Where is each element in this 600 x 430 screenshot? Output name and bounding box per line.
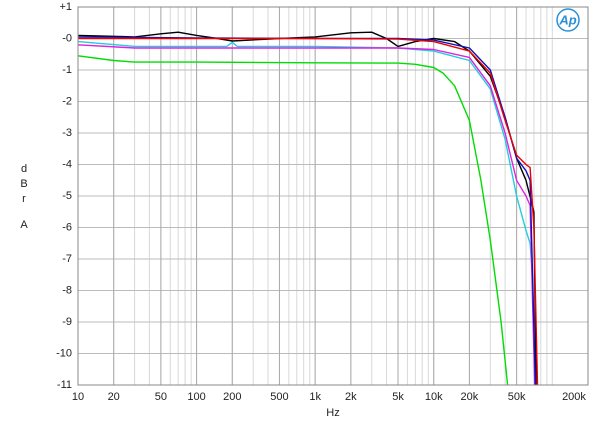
series-line [78, 40, 537, 385]
x-tick-label: 50k [508, 391, 526, 403]
x-tick-label: 20 [108, 391, 120, 403]
logo-ring [556, 8, 580, 32]
x-tick-label: 5k [392, 391, 404, 403]
series-line [78, 55, 509, 385]
x-tick-label: 1k [309, 391, 321, 403]
y-tick-label: -3 [62, 127, 72, 139]
x-tick-label: 10k [425, 391, 443, 403]
series-line [78, 31, 537, 385]
y-tick-label: -6 [62, 221, 72, 233]
y-tick-label: -11 [57, 379, 72, 391]
y-tick-label: -2 [62, 95, 72, 107]
y-tick-label: +1 [59, 1, 72, 13]
x-tick-label: 200k [562, 391, 586, 403]
x-tick-label: 10 [72, 391, 84, 403]
x-tick-label: 100 [187, 391, 205, 403]
logo: Ap [558, 12, 576, 27]
x-tick-label: 50 [155, 391, 167, 403]
series-line [78, 36, 537, 385]
y-tick-label: -7 [62, 253, 72, 265]
x-axis-label: Hz [326, 407, 339, 419]
y-tick-label: -5 [62, 190, 72, 202]
y-tick-label: -1 [62, 64, 72, 76]
x-tick-label: 2k [345, 391, 357, 403]
y-tick-label: -4 [62, 158, 72, 170]
y-axis-label: dBr [20, 163, 28, 205]
x-tick-label: 200 [223, 391, 241, 403]
y-tick-label: -8 [62, 284, 72, 296]
plot-frame [77, 6, 589, 386]
y-tick-label: -9 [62, 316, 72, 328]
series-line [78, 37, 539, 385]
y-tick-label: -10 [56, 347, 72, 359]
series-line [78, 44, 536, 385]
y-tick-label: -0 [62, 32, 72, 44]
x-tick-label: 500 [270, 391, 288, 403]
x-tick-label: 20k [461, 391, 479, 403]
y-axis-unit: A [20, 219, 28, 231]
